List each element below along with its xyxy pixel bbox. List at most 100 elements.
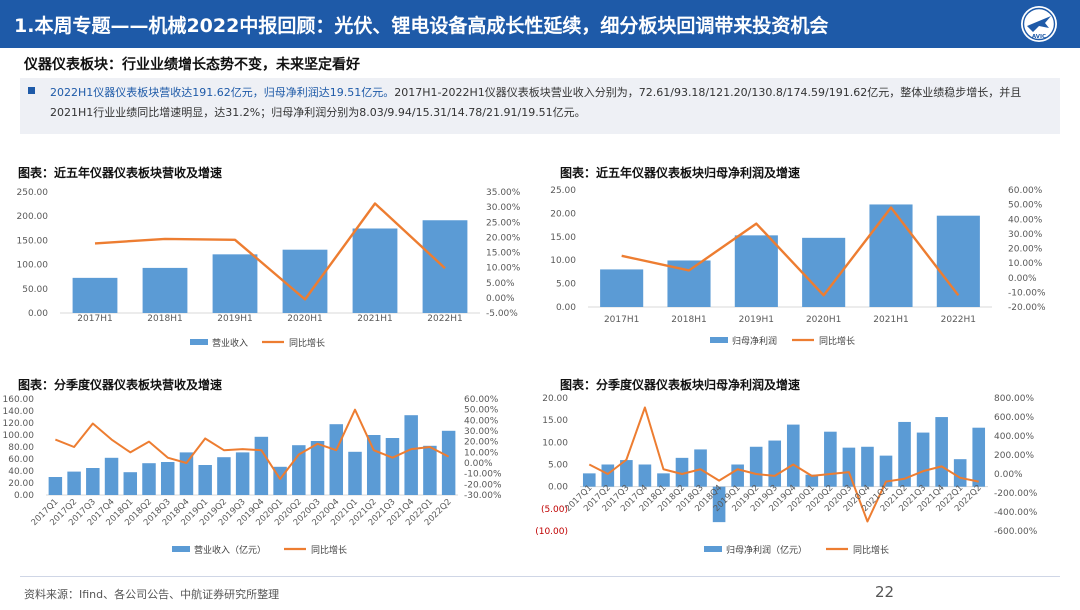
bar	[731, 464, 744, 487]
bar	[86, 468, 100, 495]
footer-source: 资料来源：Ifind、各公司公告、中航证券研究所整理	[24, 588, 280, 601]
y-tick-label: (10.00)	[535, 527, 568, 537]
bar	[675, 457, 689, 487]
y-tick-label: 5.00	[556, 280, 576, 290]
legend-line-label: 同比增长	[819, 335, 855, 347]
bar	[898, 421, 911, 487]
y-tick-label: 160.00	[3, 395, 35, 405]
x-tick-label: 2022H1	[941, 315, 976, 325]
bar	[805, 474, 819, 487]
y-tick-label: 200.00	[17, 212, 49, 222]
bar	[310, 441, 325, 495]
y2-tick-label: 20.00%	[486, 233, 521, 243]
x-tick-label: 2018H1	[671, 315, 706, 325]
y2-tick-label: 50.00%	[1008, 201, 1043, 211]
y2-tick-label: -10.00%	[464, 470, 502, 480]
y2-tick-label: 600.00%	[994, 413, 1034, 423]
bar	[385, 438, 400, 495]
footer-divider	[20, 576, 1060, 577]
y2-tick-label: -600.00%	[994, 527, 1038, 537]
chart-profit-quarterly: (10.00) (5.00) 0.00 5.00 10.00 15.00 20.00 -600…	[535, 394, 1038, 556]
y2-tick-label: 10.00%	[486, 264, 521, 274]
bar	[104, 457, 119, 495]
x-tick-label: 2021H1	[873, 315, 908, 325]
y2-tick-label: 30.00%	[1008, 230, 1043, 240]
y-tick-label: 0.00	[548, 483, 568, 493]
bar	[123, 472, 138, 495]
y2-tick-label: 60.00%	[1008, 186, 1043, 196]
chart-title-profit-quarterly: 图表：分季度仪器仪表板块归母净利润及增速	[560, 378, 801, 392]
y2-tick-label: 0.00%	[994, 470, 1023, 480]
bar	[423, 445, 437, 495]
bar	[142, 463, 156, 495]
bar	[802, 237, 846, 307]
bar	[824, 431, 837, 487]
bar	[72, 277, 118, 313]
bar	[638, 464, 652, 487]
bar	[366, 435, 381, 495]
chart-revenue-annual: 0.00 50.00 100.00 150.00 200.00 250.00 -5.00% 0…	[17, 188, 521, 349]
chart-profit-annual: 0.00 5.00 10.00 15.00 20.00 25.00 -20.00% -10.0…	[550, 186, 1046, 347]
y2-tick-label: 10.00%	[1008, 259, 1043, 269]
y-tick-label: 250.00	[17, 188, 49, 198]
legend-bar-swatch	[710, 337, 728, 343]
bar	[600, 269, 644, 307]
y2-tick-label: 5.00%	[486, 279, 515, 289]
bar	[712, 486, 726, 523]
bar	[160, 462, 175, 495]
y-tick-label: 80.00	[8, 443, 34, 453]
bar	[441, 430, 456, 495]
legend-bar-label: 归母净利润（亿元）	[726, 544, 807, 556]
x-tick-label: 2017H1	[77, 314, 112, 324]
y-tick-label: 25.00	[550, 186, 576, 196]
y-tick-label: 50.00	[22, 285, 48, 295]
bar	[694, 449, 707, 487]
bar	[582, 473, 596, 487]
y2-tick-label: -400.00%	[994, 508, 1038, 518]
bar	[768, 440, 782, 487]
y-tick-label: 15.00	[550, 233, 576, 243]
legend-line-label: 同比增长	[311, 544, 347, 556]
y2-tick-label: -20.00%	[464, 480, 502, 490]
legend-line-label: 同比增长	[853, 544, 889, 556]
bar	[329, 424, 344, 495]
growth-line	[588, 406, 979, 523]
bar	[935, 417, 948, 487]
y-tick-label: 5.00	[548, 461, 568, 471]
y2-tick-label: 10.00%	[464, 448, 499, 458]
y2-tick-label: 15.00%	[486, 249, 521, 259]
y2-tick-label: 50.00%	[464, 406, 499, 416]
bar	[869, 204, 913, 307]
x-tick-label: 2020H1	[287, 314, 322, 324]
y2-tick-label: -20.00%	[1008, 303, 1046, 313]
bar	[972, 427, 986, 487]
x-tick-label: 2020H1	[806, 315, 841, 325]
legend-bar-label: 归母净利润	[732, 335, 777, 347]
bar	[254, 436, 269, 495]
y2-tick-label: 0.00%	[464, 459, 493, 469]
bar	[601, 464, 615, 487]
x-tick-label: 2019H1	[739, 315, 774, 325]
summary-box: 2022H1仪器仪表板块营收达191.62亿元，归母净利润达19.51亿元。20…	[20, 78, 1060, 134]
bar	[67, 471, 81, 495]
bar	[282, 249, 328, 313]
bar	[749, 446, 763, 487]
bar	[620, 460, 633, 487]
y2-tick-label: 30.00%	[486, 203, 521, 213]
y2-tick-label: 60.00%	[464, 395, 499, 405]
chart-title-profit-annual: 图表：近五年仪器仪表板块归母净利润及增速	[560, 166, 801, 180]
legend-bar-label: 营业收入（亿元）	[194, 544, 266, 556]
y-tick-label: 10.00	[550, 256, 576, 266]
y2-tick-label: -200.00%	[994, 489, 1038, 499]
page-number: 22	[875, 583, 895, 601]
bar	[842, 447, 856, 487]
y2-tick-label: 20.00%	[464, 438, 499, 448]
bar	[953, 459, 967, 487]
y2-tick-label: -10.00%	[1008, 288, 1046, 298]
legend-bar-label: 营业收入	[212, 337, 248, 349]
y2-tick-label: 25.00%	[486, 218, 521, 228]
y-tick-label: 0.00	[28, 309, 48, 319]
x-tick-label: 2018H1	[147, 314, 182, 324]
x-tick-label: 2017H1	[604, 315, 639, 325]
growth-line	[621, 206, 960, 297]
